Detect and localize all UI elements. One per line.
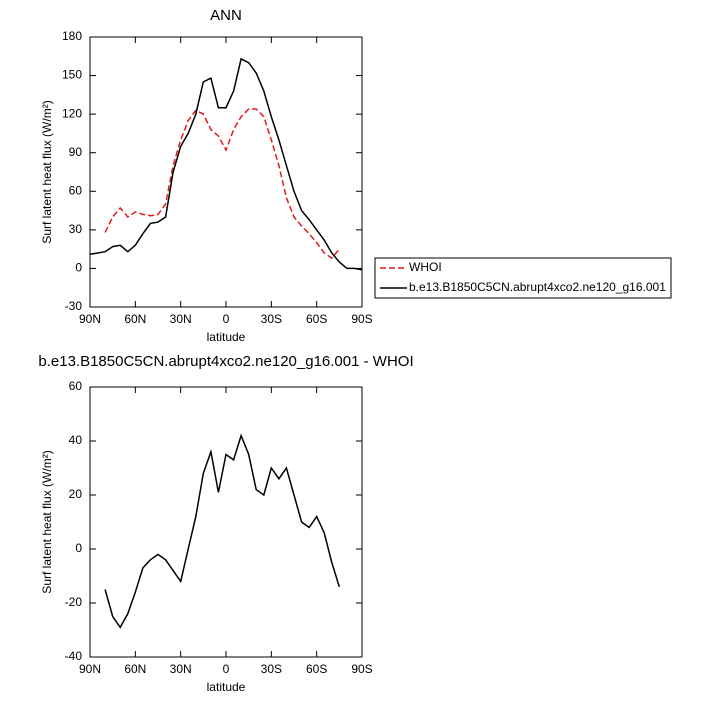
x-tick-label: 90S <box>351 312 372 326</box>
y-axis-label: Surf latent heat flux (W/m²) <box>40 450 54 593</box>
x-axis-label: latitude <box>207 680 246 694</box>
x-tick-label: 60S <box>306 312 327 326</box>
x-axis-label: latitude <box>207 330 246 344</box>
y-tick-label: 30 <box>69 222 83 236</box>
x-tick-label: 30S <box>261 662 282 676</box>
x-tick-label: 30S <box>261 312 282 326</box>
x-tick-label: 60N <box>124 312 146 326</box>
x-tick-label: 60N <box>124 662 146 676</box>
x-tick-label: 90N <box>79 662 101 676</box>
x-tick-label: 0 <box>223 662 230 676</box>
data-line <box>89 57 363 271</box>
y-tick-label: 120 <box>62 106 82 120</box>
data-line <box>104 108 340 260</box>
y-tick-label: 150 <box>62 68 82 82</box>
legend-label: WHOI <box>409 260 442 274</box>
x-tick-label: 30N <box>170 312 192 326</box>
legend-box <box>374 257 672 299</box>
plot-frame <box>89 386 363 658</box>
y-tick-label: 0 <box>75 541 82 555</box>
y-tick-label: 90 <box>69 145 83 159</box>
y-tick-label: 0 <box>75 261 82 275</box>
x-tick-label: 90S <box>351 662 372 676</box>
chart-title: ANN <box>210 7 242 24</box>
x-tick-label: 30N <box>170 662 192 676</box>
chart-title: b.e13.B1850C5CN.abrupt4xco2.ne120_g16.00… <box>38 353 413 370</box>
x-tick-label: 0 <box>223 312 230 326</box>
y-tick-label: 180 <box>62 29 82 43</box>
y-tick-label: -40 <box>65 649 83 663</box>
legend-label: b.e13.B1850C5CN.abrupt4xco2.ne120_g16.00… <box>409 280 666 294</box>
y-tick-label: 40 <box>69 433 83 447</box>
x-tick-label: 60S <box>306 662 327 676</box>
y-tick-label: -30 <box>65 299 83 313</box>
y-tick-label: 20 <box>69 487 83 501</box>
x-tick-label: 90N <box>79 312 101 326</box>
y-tick-label: -20 <box>65 595 83 609</box>
plot-frame <box>89 36 363 308</box>
y-tick-label: 60 <box>69 379 83 393</box>
y-axis-label: Surf latent heat flux (W/m²) <box>40 100 54 243</box>
data-line <box>104 433 341 629</box>
y-tick-label: 60 <box>69 183 83 197</box>
